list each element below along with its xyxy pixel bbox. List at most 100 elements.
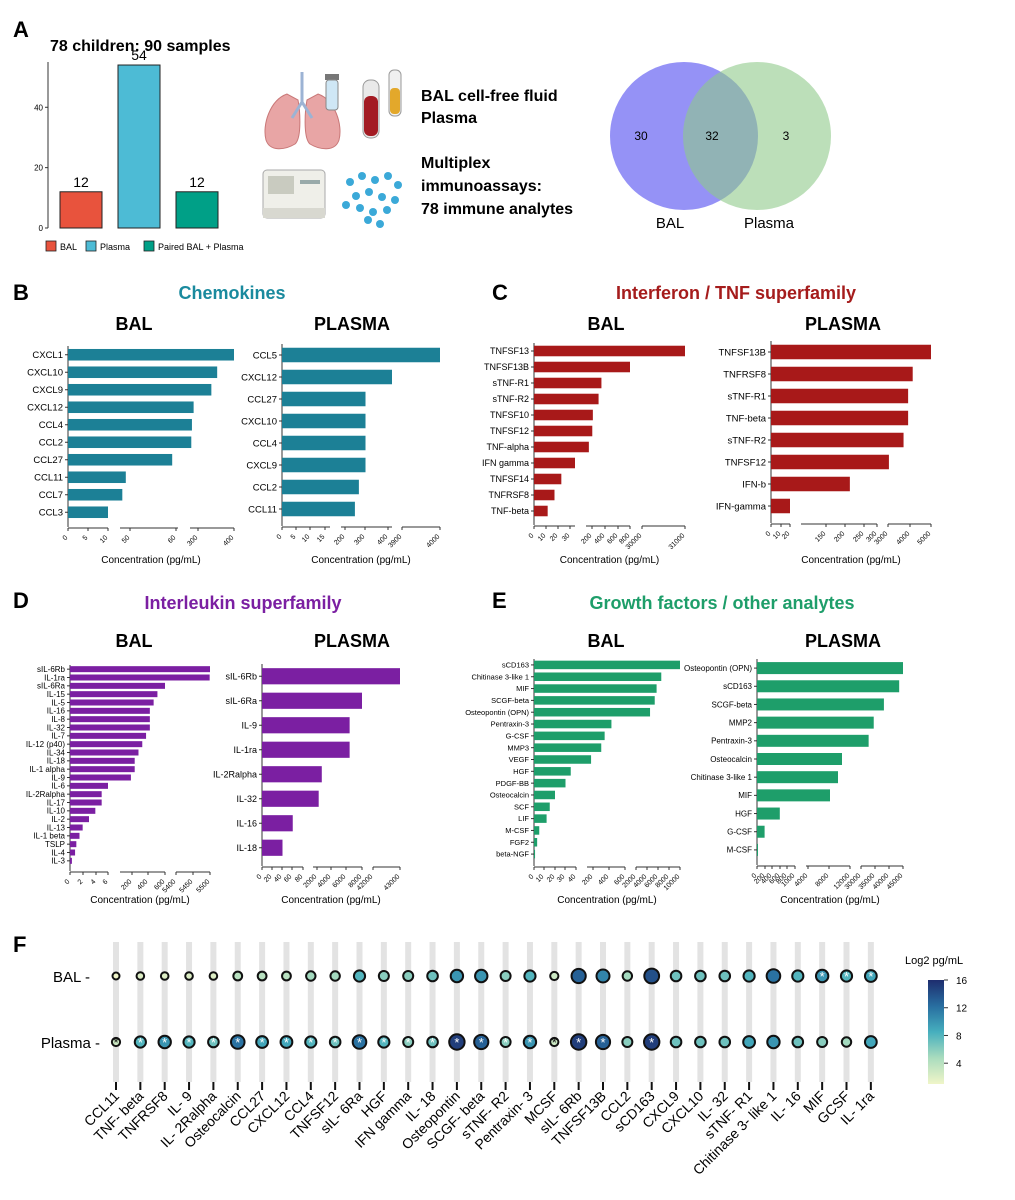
bar-il-9 xyxy=(70,774,131,781)
significance-star: * xyxy=(649,1035,654,1050)
bar-ifn-gamma xyxy=(534,457,575,469)
dot-bal xyxy=(595,968,611,984)
category-label: CXCL9 xyxy=(246,460,277,471)
x-tick-label: 3000 xyxy=(873,530,889,546)
chart-c-plasma: TNFSF13B TNFRSF8 sTNF-R1 TNF-beta sTNF-R2 TNF… xyxy=(716,341,932,566)
bar-cxcl10 xyxy=(282,413,366,429)
category-label: sCD163 xyxy=(502,661,529,670)
dot-bal xyxy=(135,971,146,981)
lungs-icon xyxy=(264,72,341,150)
subtitle-d-plasma: PLASMA xyxy=(314,631,390,651)
x-tick-label: 2000 xyxy=(302,873,318,889)
chart-b-bal: CXCL1 CXCL10 CXCL9 CXCL12 CCL4 CCL2 CCL27 CCL11… xyxy=(27,346,235,566)
bar-scgf-beta xyxy=(757,698,884,711)
x-tick-label: 80 xyxy=(294,873,305,884)
x-tick-label: 200 xyxy=(580,532,593,545)
bar-ifn-b xyxy=(771,476,850,492)
subtitle-d-bal: BAL xyxy=(116,631,153,651)
dot-plasma xyxy=(791,1035,805,1049)
dot-plasma xyxy=(229,1034,246,1050)
dot-plasma xyxy=(569,1033,588,1051)
bar-il-32 xyxy=(70,724,150,731)
data-label: 12 xyxy=(189,174,205,190)
bar-il-2ralpha xyxy=(262,766,322,783)
dot-bal xyxy=(863,969,878,983)
bar-il-10 xyxy=(70,807,96,814)
panel-a-label-immunoassays: immunoassays: xyxy=(421,178,542,195)
category-label: CCL4 xyxy=(39,420,63,431)
bar-il-34 xyxy=(70,749,139,756)
category-label: TNF-beta xyxy=(726,413,767,424)
category-label: IL-1 beta xyxy=(33,832,65,841)
bar-tnfsf13b xyxy=(534,361,630,373)
dot-bal xyxy=(329,970,341,982)
bar-il-6 xyxy=(70,782,108,789)
panel-a-label-bal: BAL cell-free fluid xyxy=(421,88,558,105)
bar-tnfsf12 xyxy=(534,425,593,437)
category-label: Chitinase 3-like 1 xyxy=(691,773,753,782)
legend-tick-label: 16 xyxy=(956,976,968,987)
category-label: TNF-beta xyxy=(491,506,529,516)
category-label: CCL5 xyxy=(253,350,277,361)
category-label: sTNF-R2 xyxy=(493,394,530,404)
bar-cxcl1 xyxy=(68,348,234,361)
significance-star: * xyxy=(820,969,825,984)
x-tick-label: 40 xyxy=(567,873,578,884)
bar-tnfsf10 xyxy=(534,409,593,421)
category-label: TNFSF13 xyxy=(490,346,529,356)
x-axis-title: Concentration (pg/mL) xyxy=(560,555,660,566)
dot-bal xyxy=(305,970,317,982)
x-tick-label: 15 xyxy=(316,533,327,544)
x-tick-label: 0 xyxy=(64,878,72,886)
bar-tnf-beta xyxy=(534,505,548,517)
significance-star: * xyxy=(235,1035,240,1050)
bar-lif xyxy=(534,814,547,823)
bar-vegf xyxy=(534,755,592,764)
bar-cxcl9 xyxy=(282,457,366,473)
significance-star: * xyxy=(600,1035,605,1050)
section-title-interleukin: Interleukin superfamily xyxy=(144,593,341,613)
panel-letter-b: B xyxy=(13,280,29,305)
category-label: LIF xyxy=(518,814,529,823)
dot-plasma xyxy=(816,1036,829,1048)
dot-bal xyxy=(449,968,465,984)
x-tick-label: 200 xyxy=(120,878,133,891)
chart-d-bal: sIL-6RbIL-1rasIL-6RaIL-15IL-5IL-16IL-8IL… xyxy=(26,665,212,906)
legend-title: Log2 pg/mL xyxy=(905,955,963,967)
venn-plasma-label: Plasma xyxy=(744,215,795,232)
bead xyxy=(369,208,377,216)
x-tick-label: 600 xyxy=(606,532,619,545)
bar-m-csf xyxy=(757,843,758,856)
x-tick-label: 10 xyxy=(99,534,110,545)
category-label: CXCL10 xyxy=(27,368,63,379)
category-label: Chitinase 3-like 1 xyxy=(471,672,529,681)
section-title-interferon-tnf: Interferon / TNF superfamily xyxy=(616,283,856,303)
dot-plasma xyxy=(255,1035,270,1049)
bar-stnf-r2 xyxy=(534,393,599,405)
category-label: MMP2 xyxy=(729,718,753,727)
x-tick-label: 10 xyxy=(772,530,783,541)
dot-plasma xyxy=(304,1035,318,1049)
panel-a-label-plasma: Plasma xyxy=(421,110,477,127)
category-label: beta-NGF xyxy=(496,850,529,859)
x-tick-label: 10 xyxy=(535,873,546,884)
chart-e-plasma: Osteopontin (OPN) sCD163 SCGF-beta MMP2 Pent… xyxy=(684,659,904,906)
venn-plasma-only-count: 3 xyxy=(783,129,790,143)
dot-plasma xyxy=(694,1035,707,1049)
dot-plasma xyxy=(426,1035,439,1049)
x-axis-title: Concentration (pg/mL) xyxy=(90,895,190,906)
dot-bal xyxy=(742,969,756,983)
category-label: sTNF-R1 xyxy=(493,378,530,388)
category-label: IL-8 xyxy=(51,715,65,724)
x-tick-label: 4000 xyxy=(793,872,809,888)
dot-bal xyxy=(570,967,587,985)
category-label: sIL-6Ra xyxy=(225,696,257,706)
bar-osteopontin-opn- xyxy=(757,662,903,675)
category-label: IL-32 xyxy=(236,794,257,804)
significance-star: * xyxy=(576,1035,581,1050)
legend-colorbar xyxy=(928,980,944,1084)
bar-ccl5 xyxy=(282,347,440,363)
subtitle-e-bal: BAL xyxy=(588,631,625,651)
x-axis-title: Concentration (pg/mL) xyxy=(101,555,201,566)
bar-il-1-alpha xyxy=(70,766,135,773)
